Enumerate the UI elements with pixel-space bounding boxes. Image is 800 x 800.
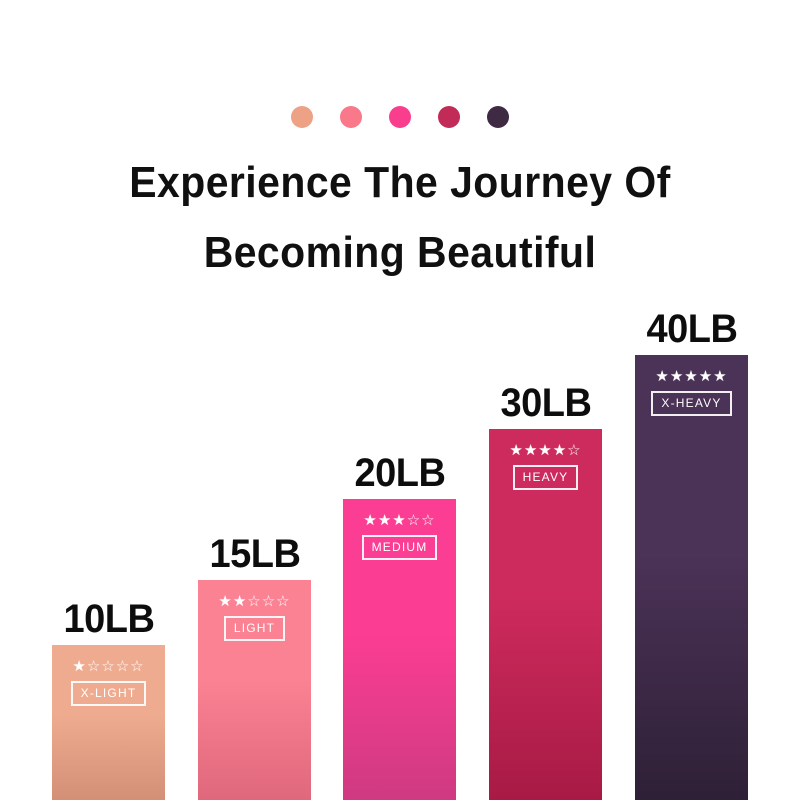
bar-content: ★☆☆☆☆ X-LIGHT	[52, 645, 165, 706]
star-filled-icon: ★	[684, 368, 699, 385]
page-title-line-1: Experience The Journey Of	[129, 158, 671, 207]
star-empty-icon: ☆	[567, 442, 582, 459]
bar-weight-label: 30LB	[499, 381, 592, 425]
bar-group-40lb[interactable]: 40LB ★★★★★ X-HEAVY	[635, 307, 748, 800]
star-empty-icon: ☆	[247, 593, 262, 610]
star-rating-icon: ★★★★☆	[509, 443, 581, 458]
star-empty-icon: ☆	[130, 658, 145, 675]
color-dot-5	[487, 106, 509, 128]
star-filled-icon: ★	[655, 368, 670, 385]
bar-body: ★★★☆☆ MEDIUM	[343, 499, 456, 800]
star-empty-icon: ☆	[115, 658, 131, 675]
tier-badge: X-HEAVY	[651, 391, 732, 416]
tier-badge: MEDIUM	[361, 535, 438, 560]
bar-body: ★★★★☆ HEAVY	[489, 429, 602, 800]
star-filled-icon: ★	[552, 442, 568, 459]
star-rating-icon: ★★★☆☆	[363, 513, 435, 528]
color-dot-3	[389, 106, 411, 128]
page-title: Experience The Journey Of Becoming Beaut…	[28, 148, 772, 288]
tier-badge: X-LIGHT	[70, 681, 147, 706]
star-rating-icon: ★☆☆☆☆	[72, 659, 144, 674]
star-empty-icon: ☆	[101, 658, 116, 675]
color-dot-2	[340, 106, 362, 128]
bar-body: ★★★★★ X-HEAVY	[635, 355, 748, 800]
bar-body: ★☆☆☆☆ X-LIGHT	[52, 645, 165, 800]
color-swatch-dots	[0, 106, 800, 128]
bar-content: ★★☆☆☆ LIGHT	[198, 580, 311, 641]
bar-weight-label: 20LB	[353, 451, 446, 495]
star-filled-icon: ★	[509, 442, 524, 459]
star-filled-icon: ★	[523, 442, 539, 459]
bar-group-30lb[interactable]: 30LB ★★★★☆ HEAVY	[489, 381, 602, 800]
star-filled-icon: ★	[218, 593, 233, 610]
star-empty-icon: ☆	[261, 593, 277, 610]
star-filled-icon: ★	[698, 368, 714, 385]
tier-badge: HEAVY	[512, 465, 579, 490]
star-filled-icon: ★	[669, 368, 685, 385]
star-filled-icon: ★	[538, 442, 553, 459]
star-empty-icon: ☆	[86, 658, 102, 675]
star-filled-icon: ★	[392, 512, 407, 529]
star-filled-icon: ★	[713, 368, 728, 385]
tier-badge: LIGHT	[223, 616, 286, 641]
bar-content: ★★★☆☆ MEDIUM	[343, 499, 456, 560]
bar-weight-label: 10LB	[62, 597, 155, 641]
star-empty-icon: ☆	[406, 512, 422, 529]
star-rating-icon: ★★★★★	[655, 369, 727, 384]
bar-group-15lb[interactable]: 15LB ★★☆☆☆ LIGHT	[198, 532, 311, 800]
star-empty-icon: ☆	[276, 593, 291, 610]
bar-content: ★★★★☆ HEAVY	[489, 429, 602, 490]
star-filled-icon: ★	[377, 512, 393, 529]
bar-weight-label: 15LB	[208, 532, 301, 576]
bar-group-20lb[interactable]: 20LB ★★★☆☆ MEDIUM	[343, 451, 456, 800]
star-filled-icon: ★	[363, 512, 378, 529]
star-filled-icon: ★	[72, 658, 87, 675]
star-filled-icon: ★	[232, 593, 248, 610]
star-rating-icon: ★★☆☆☆	[218, 594, 290, 609]
color-dot-4	[438, 106, 460, 128]
page-title-line-2: Becoming Beautiful	[203, 228, 597, 277]
star-empty-icon: ☆	[421, 512, 436, 529]
bar-group-10lb[interactable]: 10LB ★☆☆☆☆ X-LIGHT	[52, 597, 165, 800]
color-dot-1	[291, 106, 313, 128]
bar-weight-label: 40LB	[645, 307, 738, 351]
bar-body: ★★☆☆☆ LIGHT	[198, 580, 311, 800]
bar-content: ★★★★★ X-HEAVY	[635, 355, 748, 416]
